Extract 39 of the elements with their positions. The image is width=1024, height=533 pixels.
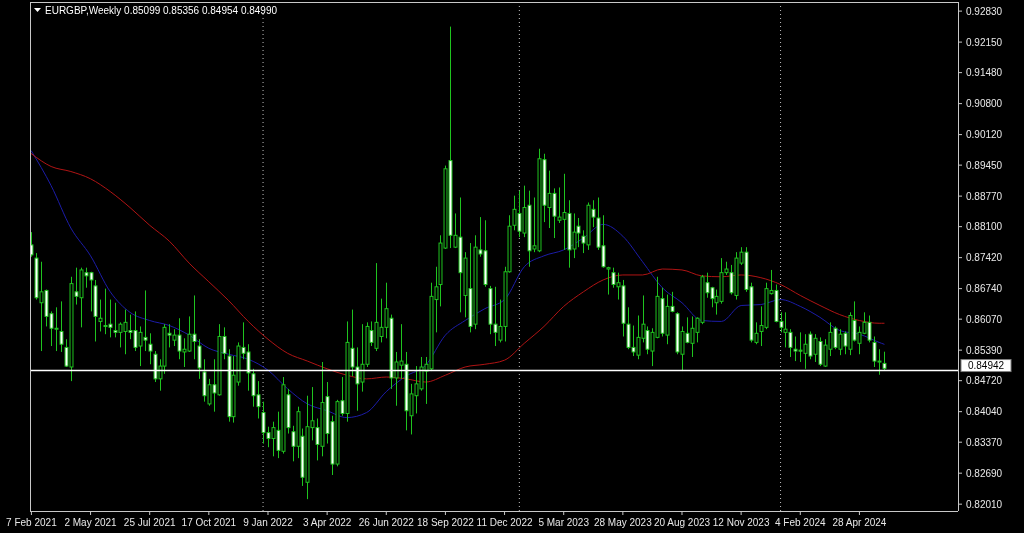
y-tick-label: 0.88100 <box>966 221 1003 233</box>
y-tick-label: 0.86740 <box>966 283 1003 295</box>
x-tick-label: 26 Jun 2022 <box>358 517 415 528</box>
y-tick-label: 0.92830 <box>966 5 1003 17</box>
y-tick-label: 0.91480 <box>966 67 1003 79</box>
x-tick-label: 17 Oct 2021 <box>181 517 237 528</box>
x-tick-label: 12 Nov 2023 <box>712 517 770 528</box>
y-tick-label: 0.82690 <box>966 467 1003 479</box>
y-tick-label: 0.88770 <box>966 190 1003 202</box>
candlestick <box>98 299 103 332</box>
x-tick-label: 5 Mar 2023 <box>538 517 590 528</box>
y-tick-label: 0.84040 <box>966 406 1003 418</box>
candlestick <box>148 332 153 365</box>
x-tick-label: 7 Feb 2021 <box>6 517 58 528</box>
y-tick-label: 0.90800 <box>966 98 1003 110</box>
chart-title: EURGBP,Weekly 0.85099 0.85356 0.84954 0.84990 <box>45 5 278 16</box>
y-tick-label: 0.86070 <box>966 313 1003 325</box>
x-tick-label: 28 May 2023 <box>593 517 653 528</box>
x-tick-label: 3 Apr 2022 <box>302 517 352 528</box>
y-tick-label: 0.90120 <box>966 129 1003 141</box>
x-tick-label: 18 Sep 2022 <box>417 517 475 528</box>
ref-line-label: 0.84942 <box>967 360 1005 372</box>
x-tick-label: 9 Jan 2022 <box>243 517 294 528</box>
x-tick-label: 11 Dec 2022 <box>476 517 533 528</box>
x-tick-label: 4 Feb 2024 <box>774 517 827 528</box>
y-tick-label: 0.92150 <box>966 36 1003 48</box>
x-tick-label: 28 Apr 2024 <box>832 517 887 528</box>
y-tick-label: 0.84720 <box>966 375 1003 387</box>
y-tick-label: 0.89450 <box>966 159 1003 171</box>
y-tick-label: 0.85390 <box>966 344 1003 356</box>
x-tick-label: 25 Jul 2021 <box>123 517 176 528</box>
x-tick-label: 20 Aug 2023 <box>653 517 711 528</box>
candlestick <box>59 300 64 353</box>
candlestick <box>30 231 34 258</box>
y-tick-label: 0.83370 <box>966 436 1003 448</box>
y-tick-label: 0.82010 <box>966 498 1003 510</box>
candlestick <box>606 266 611 296</box>
x-tick-label: 2 May 2021 <box>64 517 118 528</box>
y-tick-label: 0.87420 <box>966 252 1003 264</box>
